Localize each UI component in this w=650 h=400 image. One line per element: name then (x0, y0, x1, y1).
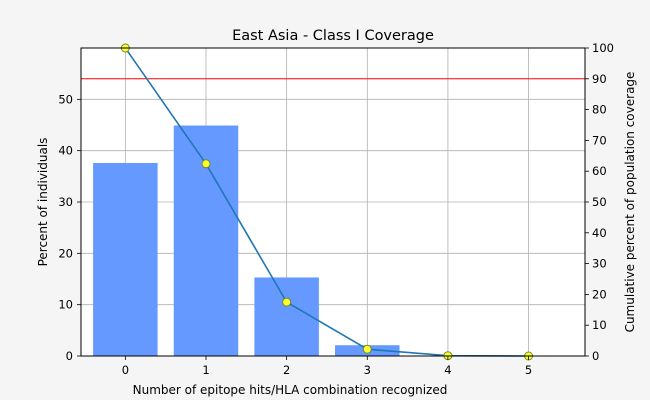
x-tick-label: 3 (364, 363, 371, 377)
y-tick-label: 40 (58, 144, 73, 158)
coverage-point (362, 344, 372, 354)
y-tick-label: 10 (58, 298, 73, 312)
y-axis-ticks-right: 0 10 20 30 40 50 60 70 80 90 100 (585, 41, 614, 363)
y2-tick-label: 60 (592, 164, 607, 178)
x-tick-label: 1 (202, 363, 209, 377)
y2-tick-label: 90 (592, 72, 607, 86)
bar-series (93, 125, 481, 356)
y2-tick-label: 30 (592, 257, 607, 271)
y2-tick-label: 50 (592, 195, 607, 209)
y2-tick-label: 100 (592, 41, 614, 55)
y2-tick-label: 10 (592, 318, 607, 332)
y-axis-ticks-left: 0 10 20 30 40 50 (58, 92, 81, 363)
y2-tick-label: 70 (592, 133, 607, 147)
coverage-point (201, 159, 211, 169)
x-tick-label: 2 (283, 363, 290, 377)
y-tick-label: 50 (58, 92, 73, 106)
y-tick-label: 20 (58, 246, 73, 260)
x-tick-label: 5 (525, 363, 532, 377)
y-tick-label: 30 (58, 195, 73, 209)
y-tick-label: 0 (66, 349, 73, 363)
bar (93, 162, 158, 356)
bar (254, 277, 319, 356)
x-tick-label: 0 (122, 363, 129, 377)
coverage-point (282, 297, 292, 307)
chart-title: East Asia - Class I Coverage (232, 28, 434, 44)
y2-tick-label: 40 (592, 226, 607, 240)
y2-tick-label: 20 (592, 287, 607, 301)
y-axis-label-right: Cumulative percent of population coverag… (623, 72, 637, 333)
y2-tick-label: 0 (592, 349, 599, 363)
y-axis-label-left: Percent of individuals (36, 138, 50, 267)
x-axis-ticks: 0 1 2 3 4 5 (122, 356, 532, 377)
x-axis-label: Number of epitope hits/HLA combination r… (133, 383, 448, 397)
y2-tick-label: 80 (592, 103, 607, 117)
x-tick-label: 4 (444, 363, 451, 377)
